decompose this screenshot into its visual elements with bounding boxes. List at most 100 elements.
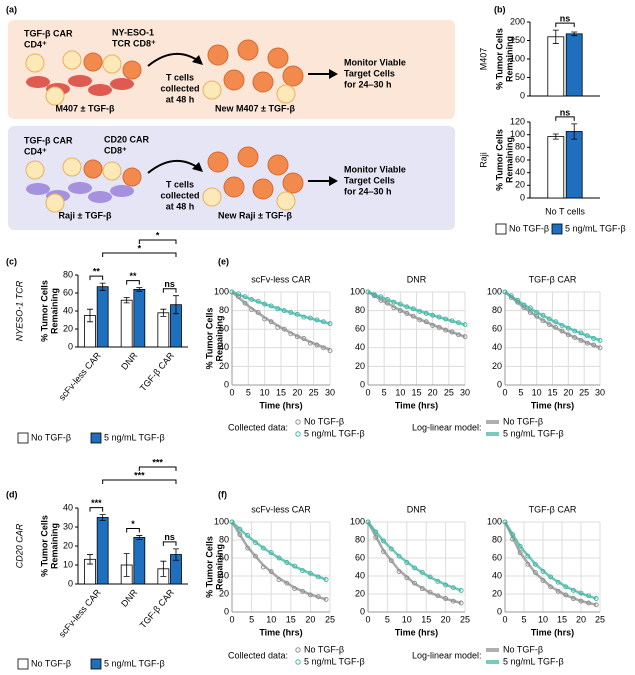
error-bar: [99, 282, 106, 291]
data-point: [323, 577, 329, 583]
model-line: [367, 290, 466, 338]
y-tick-label: 20: [219, 588, 229, 598]
x-tick-label: 0: [502, 614, 507, 624]
significance-bracket: [126, 528, 140, 533]
panel-label: (f): [218, 489, 227, 499]
x-tick-label: 5: [521, 614, 526, 624]
y-axis-label: Remaining: [214, 544, 224, 590]
x-tick-label: DNR: [119, 587, 140, 609]
data-point: [443, 582, 449, 588]
data-point: [378, 294, 384, 300]
data-point: [314, 342, 320, 348]
data-point: [365, 519, 371, 525]
t-cell-cd4: [276, 191, 296, 211]
step-label: T cells: [166, 179, 194, 189]
model-line: [504, 291, 601, 349]
error-bar: [136, 287, 143, 292]
panel-label: (d): [6, 489, 18, 499]
t-cell-cd4: [62, 50, 82, 70]
legend-title: Collected data:: [228, 422, 288, 432]
y-tick-label: 40: [492, 570, 502, 580]
data-point: [591, 336, 597, 341]
x-axis-label: Time (hrs): [259, 400, 302, 410]
tumor-cell: [26, 183, 50, 195]
step-label: at 48 h: [166, 201, 195, 211]
tumor-cell: [68, 75, 92, 87]
data-point: [229, 289, 235, 295]
x-tick-label: 0: [365, 614, 370, 624]
data-point: [260, 564, 266, 570]
data-point: [563, 592, 569, 598]
data-point: [365, 289, 371, 295]
data-point: [404, 560, 410, 565]
x-tick-label: 0: [229, 614, 234, 624]
tumor-cell: [88, 84, 112, 96]
x-tick-label: 30: [460, 387, 470, 397]
significance-bracket: [89, 507, 104, 512]
data-point: [540, 569, 546, 574]
x-tick-label: 25: [460, 614, 470, 624]
data-point: [237, 526, 243, 532]
x-tick-label: 0: [229, 387, 234, 397]
data-point: [391, 305, 397, 311]
data-point: [242, 300, 248, 306]
data-point: [548, 584, 554, 590]
data-point: [237, 532, 243, 538]
data-point: [300, 588, 306, 594]
error-bar: [172, 295, 179, 315]
data-point: [307, 570, 313, 576]
data-point: [597, 337, 603, 343]
data-point: [388, 546, 394, 552]
data-point: [323, 596, 329, 602]
legend-swatch: [90, 658, 102, 670]
t-cell-cd4: [62, 157, 82, 177]
panel-label: (a): [6, 4, 17, 14]
data-point: [288, 331, 294, 337]
y-tick-label: 0: [68, 578, 73, 588]
significance-label: ns: [560, 14, 571, 24]
y-tick-label: 20: [63, 540, 73, 550]
data-point: [253, 540, 258, 546]
legend-marker: [295, 659, 301, 665]
t-cell-cd8: [252, 71, 274, 93]
y-axis-label: % Tumor Cells: [39, 280, 49, 342]
data-point: [532, 561, 538, 567]
data-point: [284, 560, 290, 565]
data-point: [275, 306, 281, 312]
x-tick-label: TGF-β CAR: [138, 587, 177, 630]
target-label: New M407 ± TGF-β: [215, 103, 295, 113]
legend-marker: [295, 647, 301, 653]
step-label: at 48 h: [166, 94, 195, 104]
legend-swatch: [17, 432, 29, 444]
side-label: Raji: [478, 152, 488, 168]
target-label: New Raji ± TGF-β: [218, 210, 292, 220]
data-point: [525, 553, 531, 559]
data-point: [315, 574, 321, 580]
t-cell-cd8: [83, 52, 103, 72]
y-tick-label: 60: [219, 324, 229, 334]
data-point: [423, 310, 429, 316]
y-axis-label: % Tumor Cells: [494, 28, 504, 90]
data-point: [419, 569, 425, 575]
data-point: [417, 309, 423, 314]
data-point: [301, 336, 307, 341]
side-label: M407: [478, 48, 488, 71]
y-tick-label: 40: [219, 342, 229, 352]
y-axis-label: Remaining: [214, 315, 224, 361]
t-cell-cd8: [237, 39, 259, 61]
error-bar: [552, 133, 559, 140]
x-tick-label: No T cells: [545, 206, 585, 216]
model-line: [231, 291, 331, 351]
panel-a-box-1: [8, 20, 455, 119]
y-tick-label: 120: [510, 116, 525, 126]
legend-label: 5 ng/mL TGF-β: [503, 656, 564, 666]
data-point: [391, 299, 397, 305]
data-point: [450, 598, 456, 604]
data-point: [578, 330, 584, 336]
data-point: [572, 328, 578, 334]
y-tick-label: 80: [492, 534, 502, 544]
x-tick-label: 15: [547, 387, 557, 397]
model-line: [231, 290, 331, 325]
x-tick-label: 10: [538, 614, 548, 624]
x-tick-label: 0: [502, 387, 507, 397]
